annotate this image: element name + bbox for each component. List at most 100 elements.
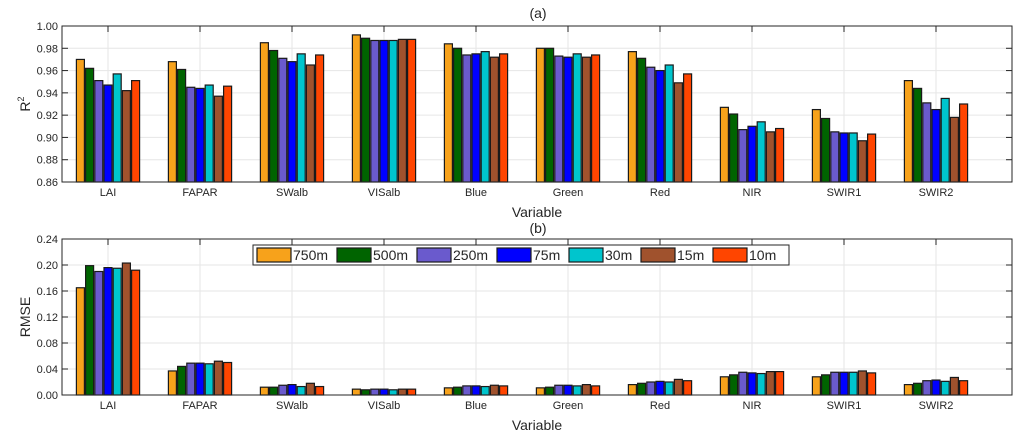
bar-15m-Red bbox=[673, 378, 684, 396]
legend-label: 250m bbox=[453, 247, 488, 263]
x-tick-label: FAPAR bbox=[182, 400, 217, 412]
bar-30m-LAI bbox=[112, 267, 122, 396]
bar-30m-VISalb bbox=[388, 389, 398, 396]
bar-750m-Red bbox=[627, 384, 638, 396]
x-tick-label: SWalb bbox=[276, 400, 308, 412]
bar-750m-VISalb bbox=[351, 34, 361, 183]
x-tick-label: SWalb bbox=[276, 187, 308, 199]
bar-30m-SWIR1 bbox=[848, 132, 858, 183]
bar-750m-Green bbox=[535, 387, 546, 396]
bar-500m-SWalb bbox=[269, 386, 279, 396]
bar-75m-SWIR1 bbox=[839, 132, 849, 183]
bar-250m-Blue bbox=[462, 385, 472, 396]
bar-10m-Blue bbox=[499, 53, 509, 183]
bar-75m-SWIR2 bbox=[931, 108, 941, 183]
bar-30m-Blue bbox=[480, 385, 490, 396]
bar-30m-NIR bbox=[756, 372, 766, 396]
bar-30m-Red bbox=[664, 64, 674, 183]
axes-box bbox=[61, 238, 1013, 396]
x-tick-label: NIR bbox=[743, 187, 762, 199]
bar-75m-FAPAR bbox=[195, 87, 205, 183]
legend-swatch-250m bbox=[416, 247, 452, 263]
bar-15m-SWIR2 bbox=[949, 376, 960, 396]
bar-30m-Green bbox=[572, 385, 582, 396]
x-tick-label: Blue bbox=[465, 187, 487, 199]
bar-75m-SWIR2 bbox=[931, 379, 941, 396]
bar-30m-NIR bbox=[756, 121, 766, 183]
bar-500m-Red bbox=[636, 382, 647, 396]
bar-15m-SWalb bbox=[305, 64, 315, 183]
bar-750m-Red bbox=[627, 51, 638, 183]
bar-10m-FAPAR bbox=[223, 85, 233, 183]
bar-15m-Blue bbox=[489, 56, 499, 183]
bar-15m-VISalb bbox=[397, 38, 407, 183]
panel-title: (b) bbox=[529, 220, 546, 236]
bar-75m-SWalb bbox=[287, 61, 297, 183]
panel-title: (a) bbox=[529, 5, 546, 21]
bar-250m-LAI bbox=[94, 79, 104, 183]
legend-label: 75m bbox=[533, 247, 560, 263]
bar-750m-Blue bbox=[443, 43, 453, 183]
bar-15m-Blue bbox=[489, 384, 499, 396]
bar-10m-SWIR1 bbox=[866, 133, 877, 183]
y-tick-label: 0.88 bbox=[37, 155, 58, 167]
panel-b: 0.00 0.04 0.08 0.12 0.16 0.20 0.24 LAI FAPAR SWal… bbox=[17, 220, 1013, 433]
y-tick-label: 0.00 bbox=[37, 390, 58, 402]
bar-15m-Green bbox=[581, 384, 592, 396]
bar-750m-SWalb bbox=[259, 386, 269, 396]
bar-10m-SWalb bbox=[315, 54, 325, 183]
bar-75m-SWIR1 bbox=[839, 371, 849, 396]
bar-500m-SWIR2 bbox=[912, 87, 923, 183]
x-axis-label: Variable bbox=[512, 204, 563, 220]
x-tick-label: SWIR2 bbox=[919, 400, 954, 412]
bar-750m-SWIR1 bbox=[811, 376, 822, 396]
x-tick-label: Blue bbox=[465, 400, 487, 412]
bar-75m-NIR bbox=[747, 125, 757, 183]
bar-10m-SWIR1 bbox=[866, 372, 877, 396]
bar-250m-Blue bbox=[462, 54, 472, 183]
panel-a: 0.86 0.88 0.90 0.92 0.94 0.96 0.98 1.00 LAI FAPAR… bbox=[16, 5, 1013, 220]
bar-10m-Green bbox=[590, 385, 601, 396]
bar-75m-NIR bbox=[747, 372, 757, 396]
bar-250m-Red bbox=[646, 66, 656, 183]
bar-10m-Green bbox=[590, 54, 601, 183]
x-tick-label: LAI bbox=[100, 187, 117, 199]
bar-10m-NIR bbox=[774, 127, 785, 183]
bar-750m-FAPAR bbox=[167, 61, 177, 183]
x-tick-label: Red bbox=[650, 400, 670, 412]
bar-250m-SWIR2 bbox=[922, 102, 932, 183]
bar-500m-SWIR1 bbox=[820, 117, 831, 183]
bar-500m-FAPAR bbox=[177, 365, 187, 396]
bar-30m-LAI bbox=[112, 73, 122, 183]
y-axis-label: RMSE bbox=[17, 297, 33, 337]
superscript: 2 bbox=[16, 96, 26, 101]
bar-250m-FAPAR bbox=[186, 86, 196, 183]
bar-250m-VISalb bbox=[370, 388, 380, 396]
bar-500m-SWIR2 bbox=[912, 382, 923, 396]
bar-30m-VISalb bbox=[388, 39, 398, 183]
bar-500m-Blue bbox=[453, 47, 463, 183]
bar-75m-Blue bbox=[471, 53, 481, 183]
bar-15m-Red bbox=[673, 82, 684, 183]
bar-15m-SWIR1 bbox=[857, 140, 868, 183]
bar-500m-Red bbox=[636, 57, 647, 183]
bar-15m-VISalb bbox=[397, 388, 407, 396]
bar-500m-LAI bbox=[84, 67, 95, 183]
y-tick-label: 0.92 bbox=[37, 110, 58, 122]
bar-500m-FAPAR bbox=[177, 68, 187, 183]
bar-250m-NIR bbox=[738, 371, 748, 396]
legend-swatch-500m bbox=[336, 247, 372, 263]
y-tick-label: 0.24 bbox=[37, 234, 58, 246]
bar-10m-SWalb bbox=[315, 385, 325, 396]
x-tick-label: SWIR1 bbox=[827, 187, 862, 199]
legend: 750m 500m 250m 75m 30m 15m 10m bbox=[252, 244, 790, 266]
x-tick-label: Green bbox=[553, 187, 584, 199]
bar-75m-SWalb bbox=[287, 384, 297, 396]
bar-30m-FAPAR bbox=[204, 363, 214, 396]
bar-10m-VISalb bbox=[407, 38, 417, 183]
bar-30m-SWIR1 bbox=[848, 371, 858, 396]
bar-15m-SWalb bbox=[305, 382, 315, 396]
bar-10m-NIR bbox=[774, 371, 785, 396]
x-tick-label: FAPAR bbox=[182, 187, 217, 199]
bar-75m-LAI bbox=[103, 84, 113, 183]
